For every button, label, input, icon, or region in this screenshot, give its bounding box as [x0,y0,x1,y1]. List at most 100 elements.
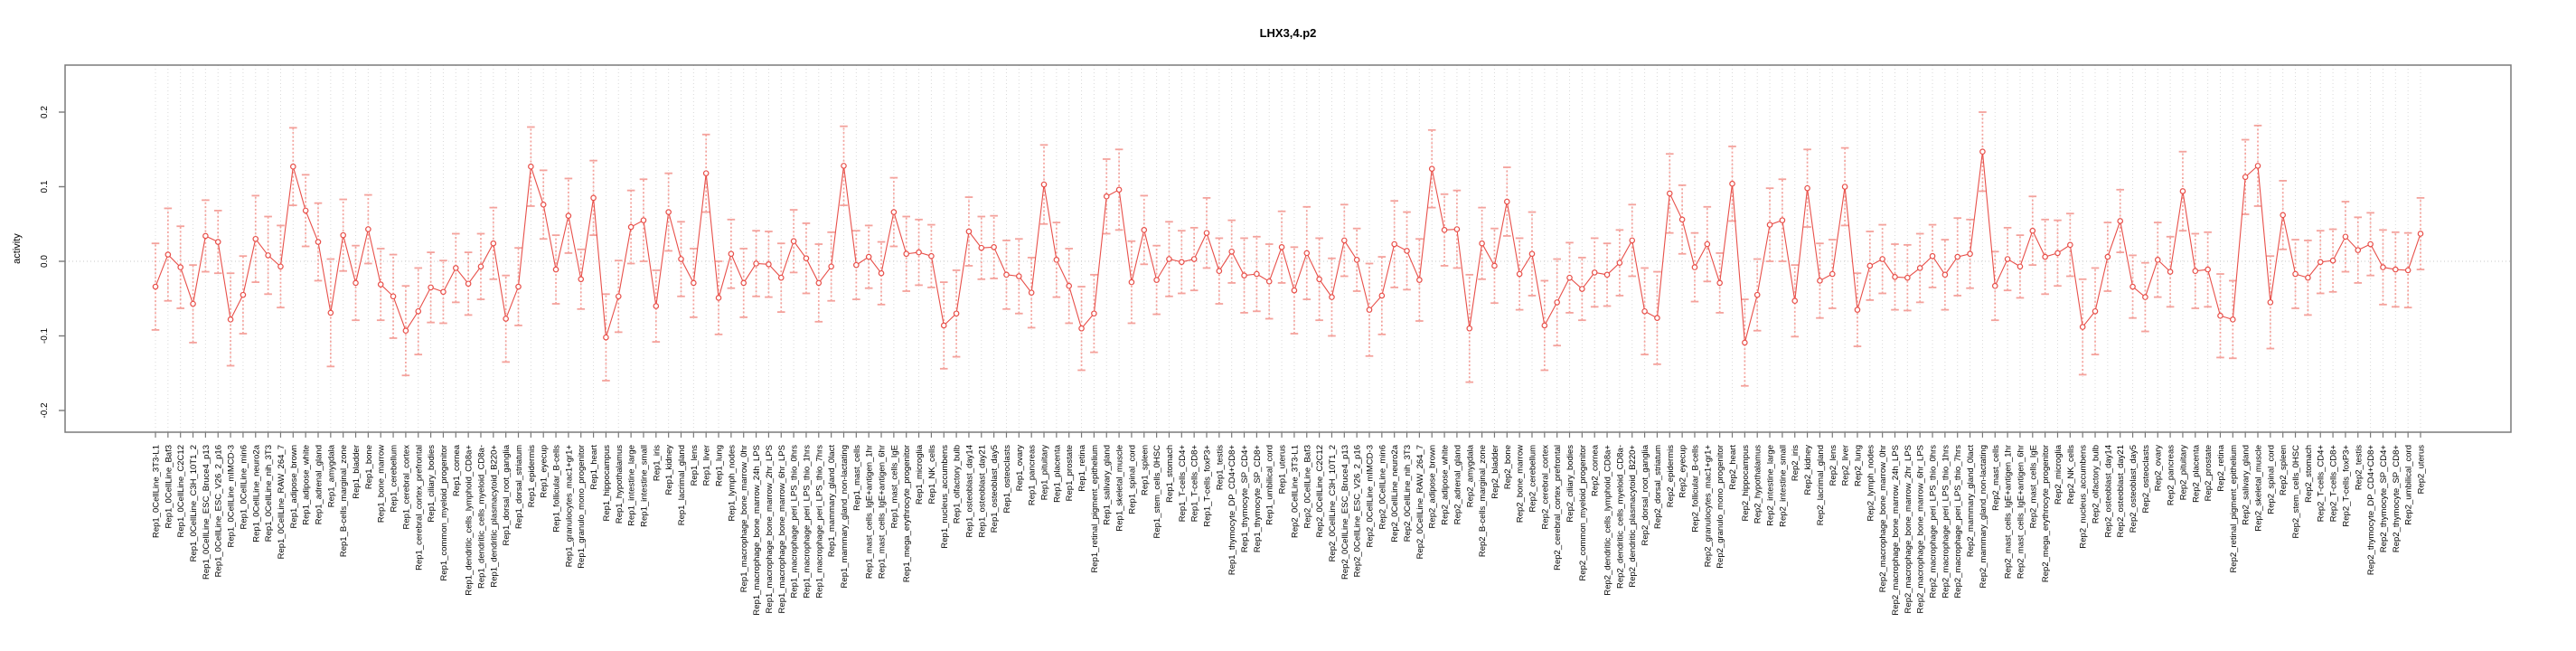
x-tick-label: Rep1_mast_cells_IgE+antigen_6hr [878,445,888,579]
x-tick-label: Rep2_olfactory_bulb [2092,445,2101,524]
x-tick-label: Rep2_granulocytes_mac1+gr1+ [1703,445,1713,568]
data-point [715,295,722,301]
data-point [1528,250,1536,258]
data-point [991,244,997,250]
data-point [815,279,823,287]
x-tick-label: Rep2_salivary_gland [2242,445,2252,525]
x-tick-label: Rep2_B-cells_marginal_zone [1478,445,1488,557]
data-point [214,239,221,245]
x-tick-label: Rep2_cerebellum [1528,445,1537,513]
data-point [452,265,459,271]
x-tick-label: Rep1_iris [652,445,662,481]
data-point [940,322,947,329]
data-point [903,250,910,258]
x-tick-label: Rep2_kidney [1803,445,1813,495]
x-tick-label: Rep2_dorsal_root_ganglia [1641,444,1650,545]
data-point [327,309,334,316]
x-tick-label: Rep2_macrophage_peri_LPS_thio_7hrs [1953,445,1963,599]
x-tick-label: Rep1_lens [690,445,700,486]
x-tick-label: Rep1_adrenal_gland [314,445,324,524]
x-tick-label: Rep1_macrophage_bone_marrow_24h_LPS [752,445,762,616]
x-tick-label: Rep2_heart [1728,445,1738,490]
data-point [777,274,785,281]
data-point [1179,259,1185,266]
x-tick-label: Rep2_mast_cells [1991,445,2001,511]
x-tick-label: Rep2_macrophage_bone_marrow_0hr [1878,445,1888,592]
data-point [1428,165,1435,173]
data-point [1591,269,1598,276]
x-tick-label: Rep2_osteoblast_day21 [2116,445,2126,537]
data-point [1153,277,1160,283]
data-point [402,327,409,335]
x-tick-label: Rep1_mast_cells_IgE+antigen_1hr [865,445,875,579]
data-point [1303,250,1311,257]
x-tick-label: Rep1_hippocampus [602,445,612,522]
data-point [1729,180,1735,187]
data-point [2067,241,2073,249]
data-point [2154,257,2161,263]
x-tick-label: Rep1_0CellLine_mIMCD-3 [227,445,237,548]
data-point [2242,174,2249,181]
data-point [603,334,609,341]
x-tick-label: Rep1_osteoclasts [1002,445,1012,514]
data-point [1666,190,1673,197]
data-point [1616,259,1623,266]
data-point [1453,226,1461,232]
data-point [978,244,985,251]
data-point [1366,307,1373,313]
x-tick-label: Rep2_macrophage_peri_LPS_thio_1hrs [1941,445,1951,599]
data-point [1479,240,1485,247]
data-point [2029,227,2036,234]
data-point [2292,270,2299,278]
data-point [2142,294,2148,300]
data-point [1503,198,1510,205]
x-tick-label: Rep2_mast_cells_IgE+antigen_1hr [2004,445,2014,579]
data-point [340,231,346,239]
x-tick-label: Rep1_0CellLine_min6 [239,445,249,529]
data-point [1804,184,1810,192]
x-tick-label: Rep1_thymocyte_SP_CD4+ [1240,445,1250,553]
data-point [1954,253,1961,260]
data-point [2205,266,2211,273]
data-point [1704,241,1711,248]
x-tick-label: Rep2_testis [2354,445,2364,490]
x-tick-label: Rep2_epidermis [1666,445,1676,507]
x-tick-label: Rep2_prostate [2204,445,2214,501]
x-tick-label: Rep2_uterus [2417,445,2427,495]
x-tick-label: Rep1_ovary [1015,445,1025,491]
data-point [615,293,622,300]
x-tick-label: Rep1_cerebellum [390,445,400,513]
x-tick-label: Rep1_bone [364,445,374,489]
data-point [890,209,898,215]
x-tick-label: Rep1_0CellLine_neuro2a [251,444,261,542]
data-point [1654,315,1660,322]
data-point [1491,262,1498,269]
data-point [853,261,860,269]
data-point [1391,241,1397,248]
x-tick-label: Rep2_amygdala [1465,444,1475,507]
data-point [1141,227,1148,233]
data-point [1516,270,1523,278]
data-point [353,279,359,287]
data-point [1991,282,1998,289]
data-point [865,253,872,260]
x-tick-label: Rep2_nucleus_accumbens [2079,445,2089,549]
data-point [1216,268,1223,275]
data-point [302,207,309,214]
data-point [1603,271,1611,278]
x-tick-label: Rep1_mega_erythrocyte_progenitor [902,445,912,582]
x-tick-label: Rep1_ciliary_bodies [427,445,437,523]
data-point [2179,188,2186,194]
x-tick-label: Rep2_iris [1791,445,1800,481]
data-point [2417,231,2424,237]
data-point [515,283,522,290]
data-point [1091,310,1097,317]
data-point [766,260,772,268]
data-point [1378,292,1386,299]
y-tick-label: -0.1 [40,327,50,344]
x-tick-label: Rep1_retinal_pigment_epithelium [1090,445,1100,573]
x-tick-label: Rep1_mammary_gland_0lact [827,445,837,557]
data-point [1103,193,1110,200]
data-point [365,226,371,232]
data-point [1040,181,1048,188]
